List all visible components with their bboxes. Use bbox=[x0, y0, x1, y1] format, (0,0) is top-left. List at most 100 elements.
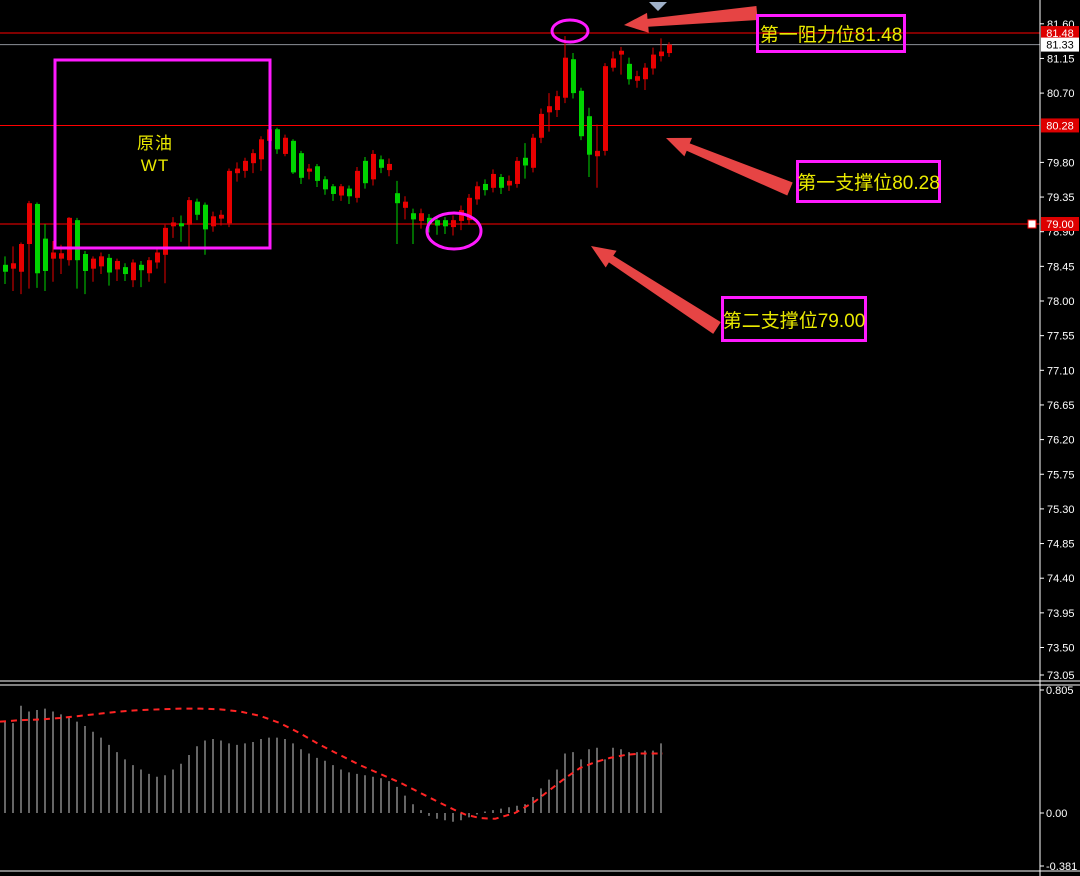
candle-body bbox=[491, 173, 496, 188]
level-price-tag: 79.00 bbox=[1046, 219, 1074, 231]
candle-body bbox=[51, 252, 56, 259]
candle-body bbox=[283, 137, 288, 154]
candle-body bbox=[571, 59, 576, 94]
candle-body bbox=[19, 244, 24, 272]
candle-body bbox=[467, 197, 472, 221]
candle-body bbox=[371, 153, 376, 180]
candle-body bbox=[395, 193, 400, 204]
level-price-tag-bg bbox=[1041, 26, 1079, 41]
candle-body bbox=[539, 113, 544, 138]
candle-body bbox=[27, 203, 32, 245]
candle-body bbox=[323, 179, 328, 190]
down-triangle-marker[interactable] bbox=[649, 2, 667, 11]
price-tick-label: 75.30 bbox=[1047, 504, 1075, 516]
highlight-rectangle[interactable] bbox=[53, 58, 272, 250]
signal-line bbox=[0, 707, 663, 820]
price-tick-label: 79.35 bbox=[1047, 192, 1075, 204]
price-tick-label: 73.05 bbox=[1047, 670, 1075, 682]
candle-body bbox=[275, 129, 280, 150]
candle-body bbox=[75, 220, 80, 261]
annotation-arrow-2[interactable] bbox=[666, 137, 793, 196]
candle-body bbox=[531, 137, 536, 168]
candle-body bbox=[147, 260, 152, 274]
candle-body bbox=[99, 256, 104, 267]
candle-body bbox=[403, 201, 408, 208]
candle-body bbox=[307, 168, 312, 172]
price-tick-label: 80.70 bbox=[1047, 88, 1075, 100]
candle-body bbox=[651, 54, 656, 69]
candle-body bbox=[43, 238, 48, 271]
candle-body bbox=[91, 258, 96, 269]
price-tick-label: 76.65 bbox=[1047, 400, 1075, 412]
candle-body bbox=[451, 220, 456, 228]
price-tick-label: 73.50 bbox=[1047, 643, 1075, 655]
candle-body bbox=[331, 186, 336, 194]
candle-body bbox=[227, 170, 232, 224]
annotation-arrow-1[interactable] bbox=[624, 6, 758, 33]
candle-body bbox=[435, 220, 440, 226]
candle-body bbox=[643, 67, 648, 80]
candle-body bbox=[299, 153, 304, 178]
candle-body bbox=[611, 58, 616, 68]
price-tick-label: 77.55 bbox=[1047, 331, 1075, 343]
candle-body bbox=[515, 160, 520, 184]
candle-body bbox=[667, 44, 672, 54]
candle-body bbox=[35, 203, 40, 274]
support2-annotation-label[interactable]: 第二支撑位79.00 bbox=[721, 296, 867, 342]
candle-body bbox=[459, 210, 464, 221]
candle-body bbox=[659, 51, 664, 57]
candle-body bbox=[595, 150, 600, 157]
candle-body bbox=[291, 140, 296, 173]
candle-body bbox=[163, 227, 168, 255]
level-price-tag-bg bbox=[1041, 217, 1079, 231]
candle-body bbox=[67, 217, 72, 261]
candle-body bbox=[123, 267, 128, 275]
candle-body bbox=[259, 139, 264, 160]
candle-body bbox=[483, 183, 488, 191]
price-tick-label: 78.45 bbox=[1047, 261, 1075, 273]
candle-body bbox=[475, 186, 480, 200]
candle-body bbox=[155, 252, 160, 263]
price-tick-label: 73.95 bbox=[1047, 608, 1075, 620]
candle-body bbox=[179, 223, 184, 227]
candle-body bbox=[603, 66, 608, 151]
candle-body bbox=[131, 262, 136, 281]
candle-body bbox=[339, 186, 344, 196]
candle-body bbox=[347, 188, 352, 197]
annotation-arrow-3[interactable] bbox=[591, 246, 721, 334]
candle-body bbox=[195, 201, 200, 215]
indicator-tick-label: 0.805 bbox=[1046, 685, 1074, 697]
symbol-code: WT bbox=[140, 156, 170, 175]
candle-body bbox=[355, 170, 360, 198]
symbol-name: 原油 bbox=[137, 134, 173, 153]
candle-body bbox=[59, 253, 64, 259]
candle-body bbox=[627, 63, 632, 80]
candle-body bbox=[619, 50, 624, 55]
candle-body bbox=[243, 160, 248, 171]
price-tick-label: 78.00 bbox=[1047, 296, 1075, 308]
current-price-tag: 81.33 bbox=[1046, 40, 1074, 52]
bottom-circle-annotation[interactable] bbox=[425, 211, 483, 251]
candle-body bbox=[187, 200, 192, 225]
level-price-tag-bg bbox=[1041, 118, 1079, 133]
candle-body bbox=[387, 163, 392, 171]
price-tick-label: 76.20 bbox=[1047, 435, 1075, 447]
level-price-tag: 81.48 bbox=[1046, 28, 1074, 40]
candle-body bbox=[587, 116, 592, 155]
line-handle-marker[interactable] bbox=[1027, 219, 1037, 229]
candle-body bbox=[139, 264, 144, 271]
price-tick-label: 74.85 bbox=[1047, 539, 1075, 551]
candle-body bbox=[507, 180, 512, 186]
price-tick-label: 79.80 bbox=[1047, 157, 1075, 169]
candle-body bbox=[107, 257, 112, 273]
support1-annotation-label[interactable]: 第一支撑位80.28 bbox=[796, 160, 941, 203]
candle-body bbox=[443, 220, 448, 227]
top-circle-annotation[interactable] bbox=[550, 18, 590, 44]
candle-body bbox=[235, 168, 240, 174]
resistance-annotation-label[interactable]: 第一阻力位81.48 bbox=[756, 14, 906, 53]
candle-body bbox=[211, 216, 216, 227]
price-tick-label: 74.40 bbox=[1047, 573, 1075, 585]
candle-body bbox=[555, 96, 560, 111]
